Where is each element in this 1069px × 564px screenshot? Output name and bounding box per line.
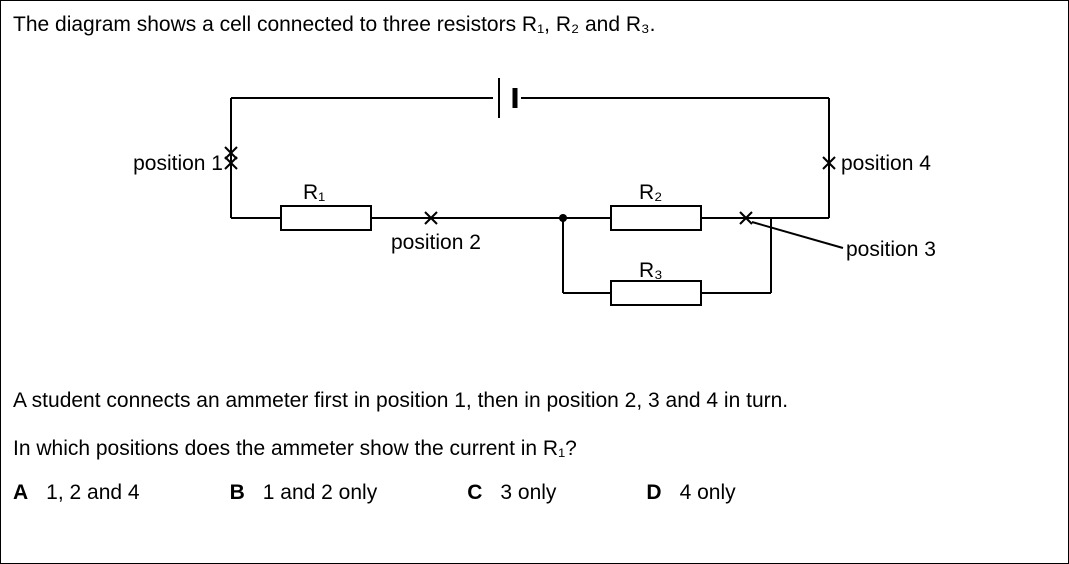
option-b[interactable]: B 1 and 2 only xyxy=(230,481,378,505)
label-position-2: position 2 xyxy=(391,231,481,255)
label-r3: R₃ xyxy=(639,259,663,283)
label-r2: R₂ xyxy=(639,181,662,205)
option-letter: D xyxy=(646,481,661,504)
label-r1: R₁ xyxy=(303,181,325,205)
answer-options: A 1, 2 and 4 B 1 and 2 only C 3 only D 4 onl… xyxy=(1,481,1068,505)
physics-question: The diagram shows a cell connected to th… xyxy=(0,0,1069,564)
question-title: The diagram shows a cell connected to th… xyxy=(1,1,1068,38)
option-letter: B xyxy=(230,481,245,504)
option-letter: A xyxy=(13,481,28,504)
option-c[interactable]: C 3 only xyxy=(467,481,556,505)
option-d[interactable]: D 4 only xyxy=(646,481,735,505)
label-position-4: position 4 xyxy=(841,152,931,176)
circuit-diagram: position 1 position 4 position 2 positio… xyxy=(1,68,1068,368)
followup-line-1: A student connects an ammeter first in p… xyxy=(13,386,1056,415)
label-position-1: position 1 xyxy=(133,152,223,176)
circuit-svg xyxy=(1,68,1069,368)
option-text: 1, 2 and 4 xyxy=(46,481,139,504)
option-letter: C xyxy=(467,481,482,504)
option-text: 4 only xyxy=(680,481,736,504)
option-text: 1 and 2 only xyxy=(263,481,377,504)
option-text: 3 only xyxy=(500,481,556,504)
followup-line-2: In which positions does the ammeter show… xyxy=(13,434,1056,463)
label-position-3: position 3 xyxy=(846,238,936,262)
option-a[interactable]: A 1, 2 and 4 xyxy=(13,481,140,505)
question-body: A student connects an ammeter first in p… xyxy=(1,386,1068,463)
